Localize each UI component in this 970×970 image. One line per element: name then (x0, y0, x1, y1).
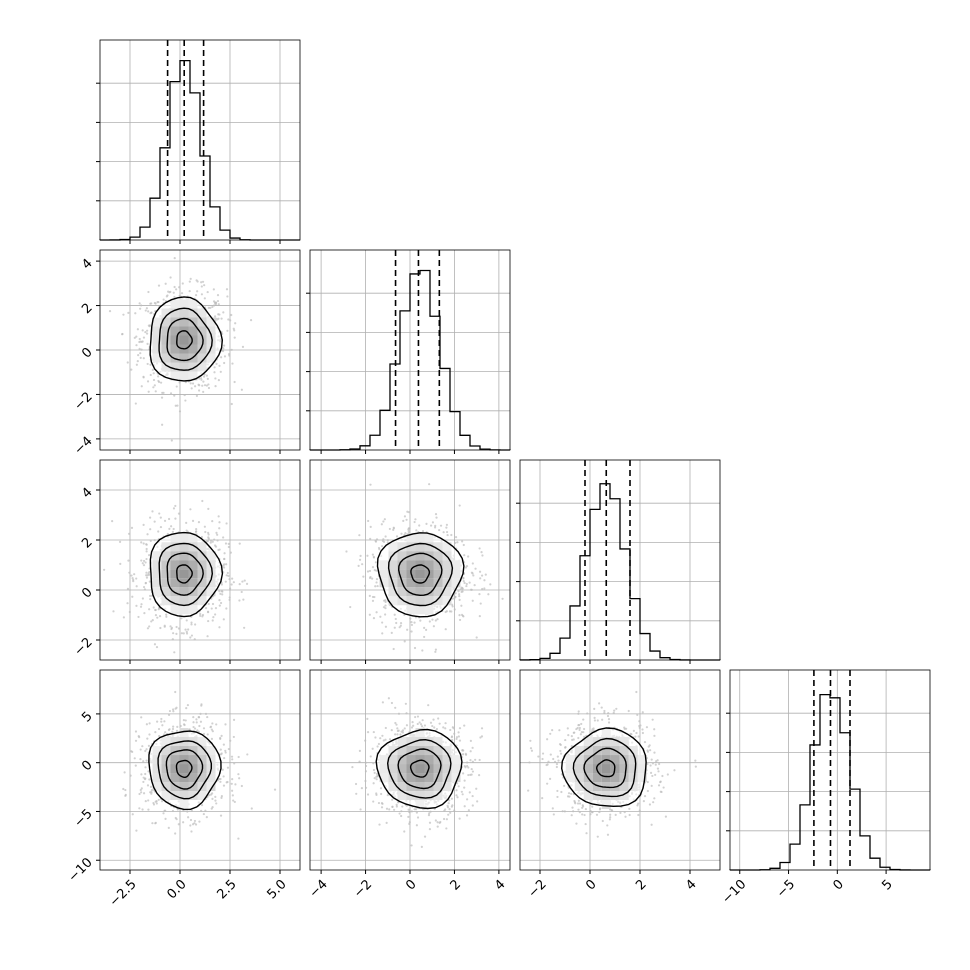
panel-0-0-frame (99, 39, 301, 241)
panel-1-0-frame (99, 249, 301, 451)
contour-3-0-1 (157, 740, 212, 800)
contour-2-0-2 (166, 552, 204, 596)
panel-1-0 (96, 249, 301, 454)
contour-2-0-3 (176, 564, 193, 584)
panel-3-0-frame (99, 669, 301, 871)
panel-2-2-frame (519, 459, 721, 661)
contour-3-2-2 (583, 747, 627, 789)
contour-3-1-2 (397, 748, 442, 790)
panel-3-3 (726, 669, 931, 874)
panel-3-0 (96, 669, 301, 874)
panel-2-0 (96, 459, 301, 664)
contour-3-1-1 (386, 738, 452, 799)
panel-3-2 (519, 669, 721, 874)
panel-2-1 (309, 459, 511, 664)
panel-1-1 (306, 249, 511, 454)
panel-3-1 (309, 669, 511, 874)
contour-1-0-3 (176, 330, 193, 350)
panel-2-0-frame (99, 459, 301, 661)
panel-1-1-grid (310, 250, 510, 450)
contour-2-0-1 (158, 542, 214, 607)
contour-2-1-1 (387, 542, 454, 607)
panel-0-0 (96, 39, 301, 244)
panel-3-2-frame (519, 669, 721, 871)
panel-3-3-frame (729, 669, 931, 871)
contour-3-2-1 (572, 737, 637, 798)
panels-layer (96, 39, 931, 874)
panel-1-1-frame (309, 249, 511, 451)
contour-3-2-3 (595, 759, 616, 778)
contour-2-1-2 (397, 552, 443, 597)
contour-3-1-3 (409, 759, 430, 778)
contour-1-0-1 (158, 307, 213, 371)
contour-1-0-0 (149, 296, 224, 382)
panel-3-1-frame (309, 669, 511, 871)
contour-3-0-2 (165, 749, 204, 790)
panel-2-1-frame (309, 459, 511, 661)
panel-2-2 (516, 459, 721, 664)
contour-1-0-2 (166, 317, 204, 362)
contour-3-0-3 (175, 759, 193, 778)
contour-2-1-3 (410, 564, 431, 584)
contour-2-0-0 (149, 531, 224, 618)
